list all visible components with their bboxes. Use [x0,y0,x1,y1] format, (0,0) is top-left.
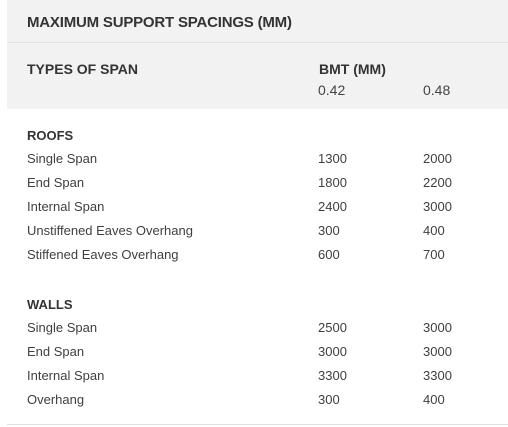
bmt-header: BMT (MM) [319,61,386,77]
value-042: 2500 [318,320,347,335]
table-row: End Span 1800 2200 [0,171,508,195]
table-row: Unstiffened Eaves Overhang 300 400 [0,219,508,243]
value-042: 3000 [318,344,347,359]
table-title: MAXIMUM SUPPORT SPACINGS (MM) [27,14,292,31]
bmt-048-header: 0.48 [423,82,451,98]
table-row: Internal Span 3300 3300 [0,364,508,388]
bmt-042-header: 0.42 [318,82,346,98]
value-048: 400 [423,392,445,407]
value-048: 2200 [423,175,452,190]
table-row: Single Span 1300 2000 [0,147,508,171]
row-label: End Span [27,175,85,190]
value-042: 300 [318,392,340,407]
value-048: 2000 [423,151,452,166]
value-042: 600 [318,247,340,262]
value-048: 400 [423,223,445,238]
table-row: Single Span 2500 3000 [0,316,508,340]
row-label: Unstiffened Eaves Overhang [27,223,193,238]
value-042: 1300 [318,151,347,166]
table-row: Stiffened Eaves Overhang 600 700 [0,243,508,267]
walls-section-title: WALLS [27,297,73,312]
value-042: 300 [318,223,340,238]
types-of-span-header: TYPES OF SPAN [27,61,138,77]
table-title-bar: MAXIMUM SUPPORT SPACINGS (MM) [7,0,508,43]
table-row: Overhang 300 400 [0,388,508,412]
row-label: Single Span [27,320,98,335]
value-048: 700 [423,247,445,262]
value-042: 1800 [318,175,347,190]
value-042: 3300 [318,368,347,383]
value-048: 3000 [423,344,452,359]
row-label: Overhang [27,392,85,407]
table-row: Internal Span 2400 3000 [0,195,508,219]
row-label: End Span [27,344,85,359]
row-label: Single Span [27,151,98,166]
value-042: 2400 [318,199,347,214]
value-048: 3000 [423,320,452,335]
row-label: Internal Span [27,368,105,383]
roofs-section-title: ROOFS [27,128,74,143]
bottom-divider [7,424,508,425]
row-label: Internal Span [27,199,105,214]
value-048: 3000 [423,199,452,214]
table-header: TYPES OF SPAN BMT (MM) 0.42 0.48 [7,43,508,109]
value-048: 3300 [423,368,452,383]
table-row: End Span 3000 3000 [0,340,508,364]
row-label: Stiffened Eaves Overhang [27,247,179,262]
